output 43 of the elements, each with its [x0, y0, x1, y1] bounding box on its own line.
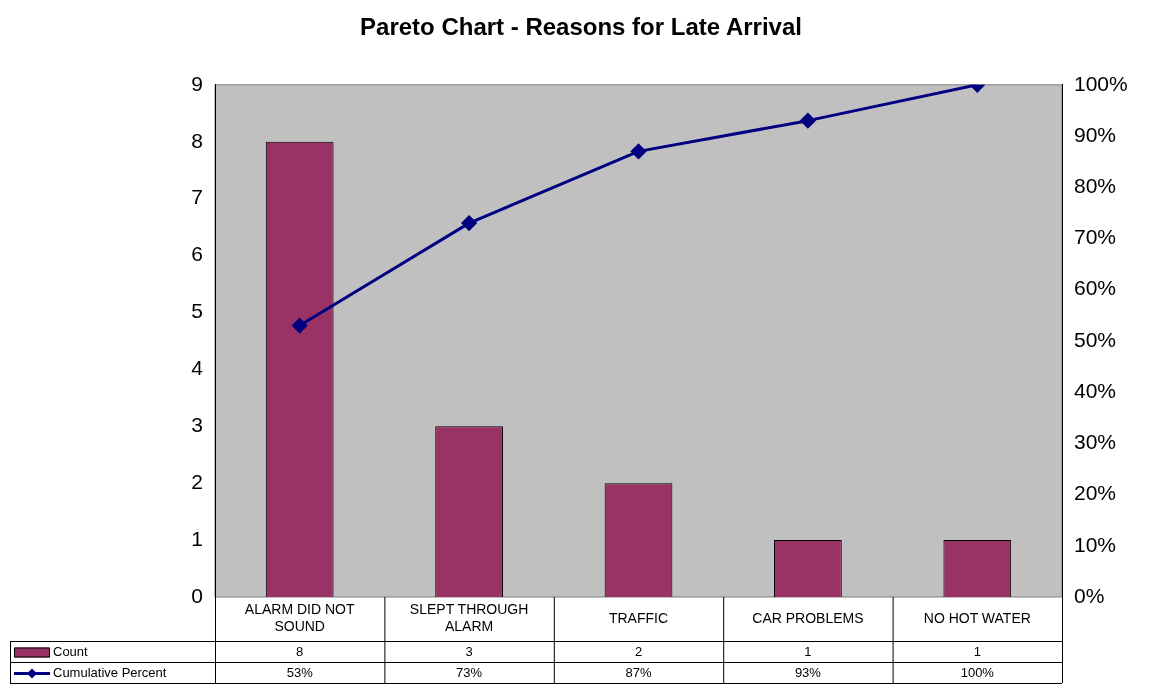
y2-tick-label: 100% [1074, 71, 1128, 95]
data-label: 100% [960, 665, 995, 681]
x-tick-label: CAR PROBLEMS [752, 609, 864, 626]
point [800, 113, 816, 129]
data-label: 2 [634, 644, 643, 660]
y2-tick-label: 50% [1074, 327, 1117, 351]
y2-tick-label: 60% [1074, 276, 1117, 300]
legend-label: Cumulative Percent [53, 665, 167, 681]
point [292, 318, 308, 334]
y2-tick-label: 40% [1074, 378, 1117, 402]
y2-tick-label: 80% [1074, 174, 1117, 198]
x-tick-label: TRAFFIC [608, 609, 669, 626]
y-tick-label: 0 [191, 583, 203, 607]
data-label: 3 [465, 644, 473, 660]
data-label: 1 [804, 644, 812, 660]
data-label: 53% [286, 665, 314, 681]
y-tick-label: 3 [191, 413, 203, 437]
y2-tick-label: 10% [1074, 532, 1117, 556]
x-tick-label: NO HOT WATER [923, 609, 1031, 626]
point [631, 143, 646, 159]
data-label: 73% [456, 665, 483, 681]
data-label: 93% [794, 665, 822, 681]
data-label: 1 [973, 644, 981, 660]
point [461, 215, 477, 231]
data-label: 8 [296, 644, 304, 660]
x-tick-label: SLEPT THROUGH ALARM [409, 601, 529, 635]
y2-tick-label: 20% [1074, 481, 1117, 505]
y-tick-label: 8 [191, 128, 203, 152]
y2-tick-label: 30% [1074, 430, 1117, 454]
x-tick-label: ALARM DID NOT SOUND [244, 601, 355, 635]
y2-tick-label: 90% [1074, 122, 1117, 146]
y-tick-label: 2 [191, 469, 203, 493]
y-tick-label: 6 [191, 242, 203, 266]
y2-tick-label: 70% [1074, 225, 1117, 249]
y-tick-label: 7 [191, 185, 203, 209]
data-label: 87% [625, 665, 652, 681]
y2-tick-label: 0% [1074, 583, 1105, 607]
y-tick-label: 4 [191, 356, 204, 380]
chart-title: Pareto Chart - Reasons for Late Arrival [360, 13, 802, 41]
y-tick-label: 1 [191, 526, 203, 550]
legend-label: Count [53, 644, 89, 660]
y-tick-label: 5 [191, 299, 203, 323]
y-tick-label: 9 [191, 71, 203, 95]
